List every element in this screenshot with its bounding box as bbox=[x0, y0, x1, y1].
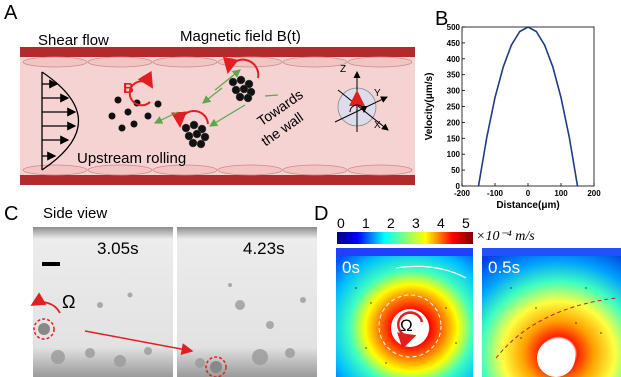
data-point bbox=[543, 44, 546, 46]
y-tick-label-5: 250 bbox=[447, 103, 461, 112]
axis-x-label: X bbox=[374, 120, 381, 131]
x-tick-label-2: 0 bbox=[526, 189, 531, 198]
green-arrow-bottom bbox=[208, 104, 246, 127]
displacement-arrow bbox=[84, 330, 194, 355]
colorbar-tick-4: 4 bbox=[437, 215, 445, 231]
y-tick-label-10: 500 bbox=[447, 23, 461, 32]
axis-z-label: Z bbox=[340, 64, 347, 75]
y-tick-label-8: 400 bbox=[447, 55, 461, 64]
panel-b-letter: B bbox=[435, 8, 449, 30]
particle-cluster-bottom bbox=[181, 120, 210, 149]
data-point bbox=[568, 136, 570, 138]
axis-y-label: Y bbox=[374, 88, 381, 99]
endothelial-cells bbox=[22, 56, 413, 176]
shear-flow-label: Shear flow bbox=[38, 32, 109, 49]
panel-a-figure bbox=[20, 47, 415, 185]
data-point bbox=[494, 96, 496, 99]
omega-rotation-arrow bbox=[30, 292, 61, 314]
sphere-2 bbox=[537, 339, 575, 377]
colorbar-tick-1: 1 bbox=[362, 215, 370, 231]
magnetic-field-label: Magnetic field B(t) bbox=[180, 28, 301, 45]
green-arrow-up bbox=[214, 69, 241, 91]
data-point bbox=[535, 30, 537, 33]
vessel-bottom-wall bbox=[20, 175, 415, 185]
bottom-cluster-rotation-arrow bbox=[171, 109, 209, 128]
particle-cluster-top bbox=[228, 75, 256, 103]
time-label-2: 4.23s bbox=[243, 239, 285, 258]
x-tick-label-4: 200 bbox=[587, 189, 601, 198]
colorbar-tick-2: 2 bbox=[387, 215, 395, 231]
y-tick-label-3: 150 bbox=[447, 134, 461, 143]
upstream-rolling-label: Upstream rolling bbox=[77, 150, 187, 167]
b-field-label: B bbox=[123, 80, 134, 97]
omega-label: Ω bbox=[62, 292, 76, 312]
x-tick-label-3: 100 bbox=[554, 189, 568, 198]
y-tick-label-0: 0 bbox=[456, 182, 461, 191]
y-tick-label-2: 100 bbox=[447, 150, 461, 159]
green-arrow-left bbox=[153, 111, 179, 124]
particle-end bbox=[210, 361, 222, 373]
data-point bbox=[527, 26, 529, 28]
sim-time-label-2: 0.5s bbox=[488, 258, 521, 277]
velocity-profile-chart: 0 50 100 150 200 250 300 350 400 450 500 -200 -100 0 1… bbox=[424, 23, 601, 211]
data-point bbox=[560, 96, 562, 99]
y-axis-label: Velocity(μm/s) bbox=[424, 73, 435, 141]
panel-d-letter: D bbox=[314, 203, 329, 225]
y-tick-label-1: 50 bbox=[451, 166, 460, 175]
x-tick-label-0: -200 bbox=[454, 189, 471, 198]
data-point bbox=[519, 30, 521, 33]
shear-flow-profile bbox=[41, 71, 79, 171]
colorbar-unit: ×10⁻⁴ m/s bbox=[476, 229, 535, 244]
x-axis-label: Distance(μm) bbox=[496, 200, 559, 211]
colorbar-tick-0: 0 bbox=[337, 215, 345, 231]
scale-bar bbox=[42, 262, 60, 266]
particle-start bbox=[38, 323, 50, 335]
colorbar-tick-5: 5 bbox=[462, 215, 470, 231]
side-view-images bbox=[30, 227, 317, 377]
side-view-title: Side view bbox=[43, 205, 108, 222]
coordinate-system bbox=[334, 71, 389, 132]
y-tick-label-4: 200 bbox=[447, 118, 461, 127]
data-point bbox=[510, 44, 513, 46]
panel-c-letter: C bbox=[4, 203, 19, 225]
data-point bbox=[477, 185, 480, 187]
green-arrow-down bbox=[264, 94, 279, 97]
sim-time-label-1: 0s bbox=[342, 258, 360, 277]
data-point bbox=[552, 66, 554, 68]
colorbar-tick-3: 3 bbox=[412, 215, 420, 231]
panel-a-letter: A bbox=[4, 2, 18, 24]
b-rotation-arrow bbox=[128, 70, 154, 107]
y-tick-label-7: 350 bbox=[447, 71, 461, 80]
x-tick-label-1: -100 bbox=[487, 189, 504, 198]
data-point bbox=[576, 185, 579, 187]
colorbar bbox=[337, 232, 473, 244]
time-label-1: 3.05s bbox=[97, 239, 139, 258]
rotation-arrow-sim bbox=[397, 311, 424, 349]
y-tick-label-6: 300 bbox=[447, 87, 461, 96]
sim-omega-label: Ω bbox=[400, 316, 413, 335]
vessel-top-wall bbox=[20, 47, 415, 57]
free-particles bbox=[108, 96, 162, 132]
y-tick-label-9: 450 bbox=[447, 39, 461, 48]
green-arrow-right bbox=[202, 87, 223, 104]
data-point bbox=[502, 66, 504, 68]
simulation-panels bbox=[336, 248, 621, 377]
data-point bbox=[486, 136, 488, 138]
top-cluster-rotation-arrow bbox=[222, 56, 260, 79]
